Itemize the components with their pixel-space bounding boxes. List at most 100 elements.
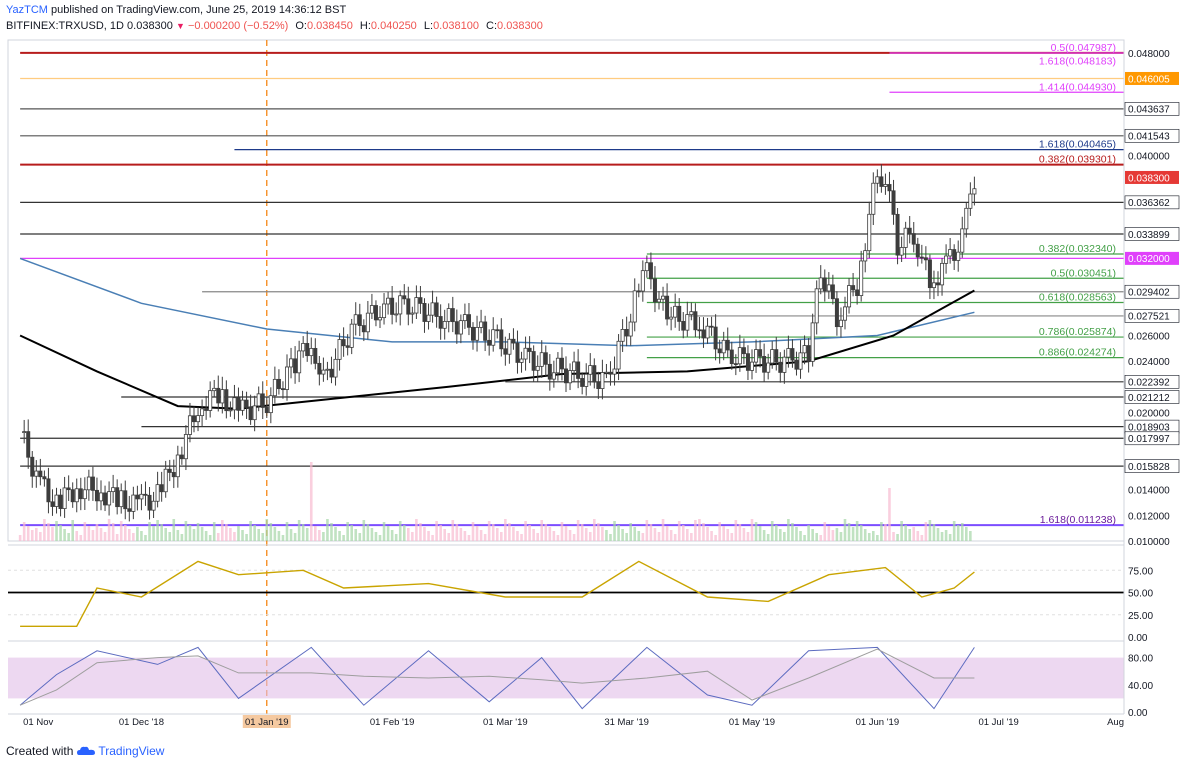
volume-bar	[334, 527, 337, 541]
candle-body	[863, 250, 868, 262]
volume-bar	[807, 525, 810, 541]
candles	[22, 164, 977, 522]
candle-body	[745, 353, 750, 371]
volume-bar	[322, 532, 325, 541]
candle-body	[406, 298, 411, 315]
candle-body	[94, 489, 99, 502]
price-axis-tick-label: 0.040000	[1128, 152, 1170, 163]
candle-body	[46, 478, 51, 503]
candle-body	[964, 207, 969, 230]
volume-bar	[876, 535, 879, 541]
candle-body	[923, 257, 928, 261]
fib-level-label: 1.618(0.048183)	[1039, 55, 1116, 67]
time-axis-tick-label: 01 May '19	[729, 717, 775, 728]
candle-body	[382, 303, 387, 319]
volume-bar	[742, 528, 746, 541]
fib-level-label: 1.618(0.011238)	[1040, 514, 1116, 526]
volume-bar	[750, 519, 754, 541]
candle-body	[551, 372, 556, 380]
candle-body	[438, 316, 443, 329]
candle-body	[74, 488, 79, 503]
volume-bar	[774, 525, 778, 541]
candle-body	[220, 389, 225, 404]
volume-bar	[706, 527, 709, 541]
volume-bar	[896, 534, 899, 541]
volume-bar	[107, 519, 111, 541]
candle-body	[252, 405, 257, 421]
price-axis-tag-label: 0.046005	[1128, 74, 1170, 85]
candle-body	[131, 494, 136, 512]
volume-bar	[916, 531, 920, 541]
volume-bar	[690, 533, 693, 541]
volume-bar	[673, 534, 677, 541]
candle-body	[139, 493, 144, 500]
volume-bar	[249, 521, 252, 541]
publisher-username[interactable]: YazTCM	[6, 4, 48, 16]
volume-bar	[411, 532, 414, 541]
candle-body	[802, 345, 807, 354]
tradingview-brand: TradingView	[98, 744, 165, 758]
price-axis-tag-label: 0.033899	[1128, 230, 1170, 241]
volume-bar	[374, 532, 378, 541]
volume-bar	[544, 524, 548, 541]
candle-body	[511, 338, 516, 344]
volume-bar	[779, 529, 782, 541]
candle-body	[107, 491, 112, 506]
candle-body	[196, 415, 201, 423]
stoch-axis-tick-label: 40.00	[1128, 681, 1153, 692]
price-axis-tag-label: 0.041543	[1128, 132, 1170, 143]
fib-level-label: 0.382(0.032340)	[1039, 243, 1116, 255]
candle-body	[54, 494, 59, 507]
candle-body	[960, 228, 965, 253]
volume-bar	[746, 532, 750, 541]
candle-body	[369, 305, 374, 314]
candle-body	[99, 492, 104, 502]
volume-bar	[787, 519, 790, 541]
candle-body	[208, 390, 213, 411]
candle-body	[115, 487, 120, 508]
candle-body	[402, 295, 407, 300]
volume-bar	[99, 528, 103, 541]
volume-bar	[200, 527, 204, 541]
candle-body	[284, 366, 289, 390]
candle-body	[333, 358, 338, 378]
volume-bar	[633, 527, 637, 541]
volume-bar	[382, 522, 386, 541]
candle-body	[373, 305, 378, 321]
candle-body	[289, 358, 294, 368]
candle-body	[495, 329, 500, 332]
candle-body	[705, 325, 710, 339]
volume-bar	[823, 522, 827, 541]
volume-bar	[580, 524, 584, 541]
volume-bar	[184, 521, 188, 541]
candle-body	[361, 325, 366, 333]
candle-body	[588, 365, 593, 375]
volume-bar	[795, 527, 798, 541]
volume-bar	[770, 521, 774, 541]
volume-bar	[944, 530, 948, 541]
volume-bar	[956, 525, 960, 541]
volume-bar	[346, 522, 349, 541]
volume-bar	[196, 523, 200, 541]
candle-body	[418, 297, 423, 304]
volume-bar	[407, 528, 410, 541]
candle-body	[454, 321, 459, 335]
volume-bar	[593, 519, 596, 541]
candle-body	[515, 342, 520, 363]
volume-bar	[75, 531, 79, 541]
candle-body	[519, 358, 524, 363]
candle-body	[426, 314, 431, 322]
volume-bar	[297, 520, 301, 541]
volume-bar	[572, 534, 576, 541]
volume-bar	[394, 534, 398, 541]
volume-bar	[245, 534, 248, 541]
price-axis-tag-label: 0.038300	[1128, 173, 1170, 184]
tradingview-logo-link[interactable]: TradingView	[77, 744, 164, 758]
volume-bar	[47, 523, 50, 541]
candle-body	[200, 408, 205, 417]
candle-body	[280, 388, 285, 391]
candle-body	[159, 484, 164, 493]
volume-bar	[30, 530, 34, 541]
candle-body	[903, 227, 908, 248]
